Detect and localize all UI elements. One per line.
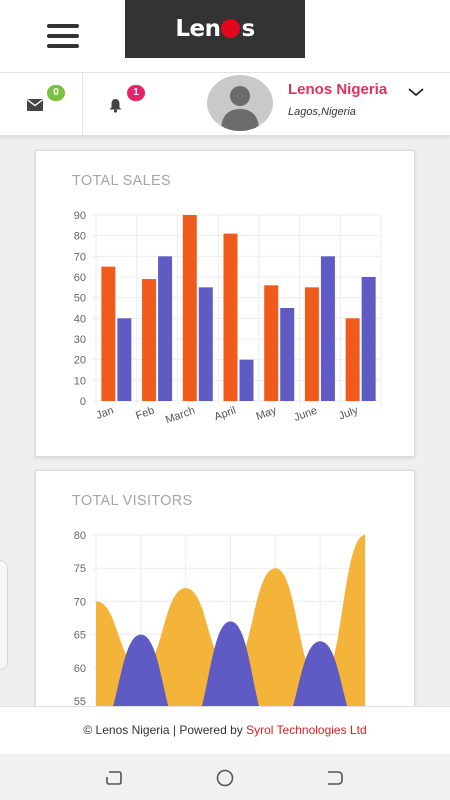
y-tick-label: 70 [74, 251, 86, 263]
y-tick-label: 50 [74, 293, 86, 305]
avatar[interactable] [207, 75, 273, 131]
bar [158, 256, 173, 401]
x-tick-label: July [337, 404, 360, 422]
bar [264, 285, 279, 401]
footer-text: © Lenos Nigeria | Powered by [83, 723, 247, 737]
chevron-down-icon[interactable] [407, 85, 425, 99]
user-silhouette-icon [221, 86, 259, 131]
x-tick-label: May [255, 404, 279, 423]
y-tick-label: 80 [74, 530, 86, 542]
x-tick-label: March [164, 405, 197, 427]
x-tick-label: Jan [95, 405, 116, 422]
sales-bar-chart: 0 10 20 30 40 50 60 70 80 90 Jan Feb March April May Ju… [74, 210, 382, 427]
logo-dot-icon [221, 18, 241, 38]
y-tick-label: 75 [74, 563, 86, 575]
bell-icon[interactable] [108, 98, 123, 113]
visitors-area-chart: 55 60 65 70 75 80 [74, 530, 366, 731]
y-tick-label: 30 [74, 334, 86, 346]
bar [117, 318, 132, 401]
logo-text-right: s [241, 16, 255, 42]
bar [320, 256, 335, 401]
top-bar: Len s [0, 0, 450, 72]
y-tick-label: 60 [74, 663, 86, 675]
side-tab-handle[interactable] [0, 560, 8, 670]
area-series [102, 621, 359, 731]
y-tick-label: 0 [80, 396, 86, 408]
bar [142, 279, 157, 401]
area-series [96, 535, 365, 731]
app-logo[interactable]: Len s [125, 0, 305, 58]
y-tick-label: 80 [74, 231, 86, 243]
y-tick-label: 70 [74, 596, 86, 608]
recent-apps-icon[interactable] [104, 769, 124, 787]
notifications-badge: 1 [127, 85, 145, 101]
y-tick-label: 55 [74, 696, 86, 708]
divider [82, 73, 83, 135]
messages-badge: 0 [47, 85, 65, 101]
logo-text: Len s [175, 16, 255, 42]
y-tick-label: 10 [74, 375, 86, 387]
x-tick-label: April [213, 405, 238, 424]
bar [182, 215, 197, 401]
mail-icon[interactable] [27, 99, 43, 111]
bar [239, 359, 254, 401]
bar [280, 308, 295, 401]
visitors-title: TOTAL VISITORS [72, 493, 193, 509]
sales-card: TOTAL SALES 0 10 20 30 40 50 60 70 80 90 Jan Feb Mar… [35, 150, 415, 457]
bar [198, 287, 213, 401]
x-tick-label: Feb [134, 405, 156, 423]
footer-brand-link[interactable]: Syrol Technologies Ltd [246, 723, 367, 737]
bar [101, 266, 116, 401]
y-tick-label: 90 [74, 210, 86, 222]
bar [345, 318, 360, 401]
hamburger-icon[interactable] [47, 24, 79, 48]
bar [304, 287, 319, 401]
user-name[interactable]: Lenos Nigeria [288, 81, 388, 98]
x-tick-label: June [292, 405, 319, 424]
visitors-card: TOTAL VISITORS 55 60 65 70 75 80 [35, 470, 415, 731]
system-nav-bar [0, 754, 450, 800]
y-tick-label: 60 [74, 272, 86, 284]
y-tick-label: 20 [74, 355, 86, 367]
sales-title: TOTAL SALES [72, 173, 171, 189]
bar [223, 233, 238, 401]
user-bar: 0 1 Lenos Nigeria Lagos,Nigeria [0, 72, 450, 136]
footer: © Lenos Nigeria | Powered by Syrol Techn… [0, 706, 450, 754]
home-icon[interactable] [215, 769, 235, 787]
logo-text-left: Len [175, 16, 221, 42]
y-tick-label: 40 [74, 313, 86, 325]
y-tick-label: 65 [74, 630, 86, 642]
bar [361, 277, 376, 401]
user-location: Lagos,Nigeria [288, 106, 356, 118]
back-icon[interactable] [325, 769, 345, 787]
